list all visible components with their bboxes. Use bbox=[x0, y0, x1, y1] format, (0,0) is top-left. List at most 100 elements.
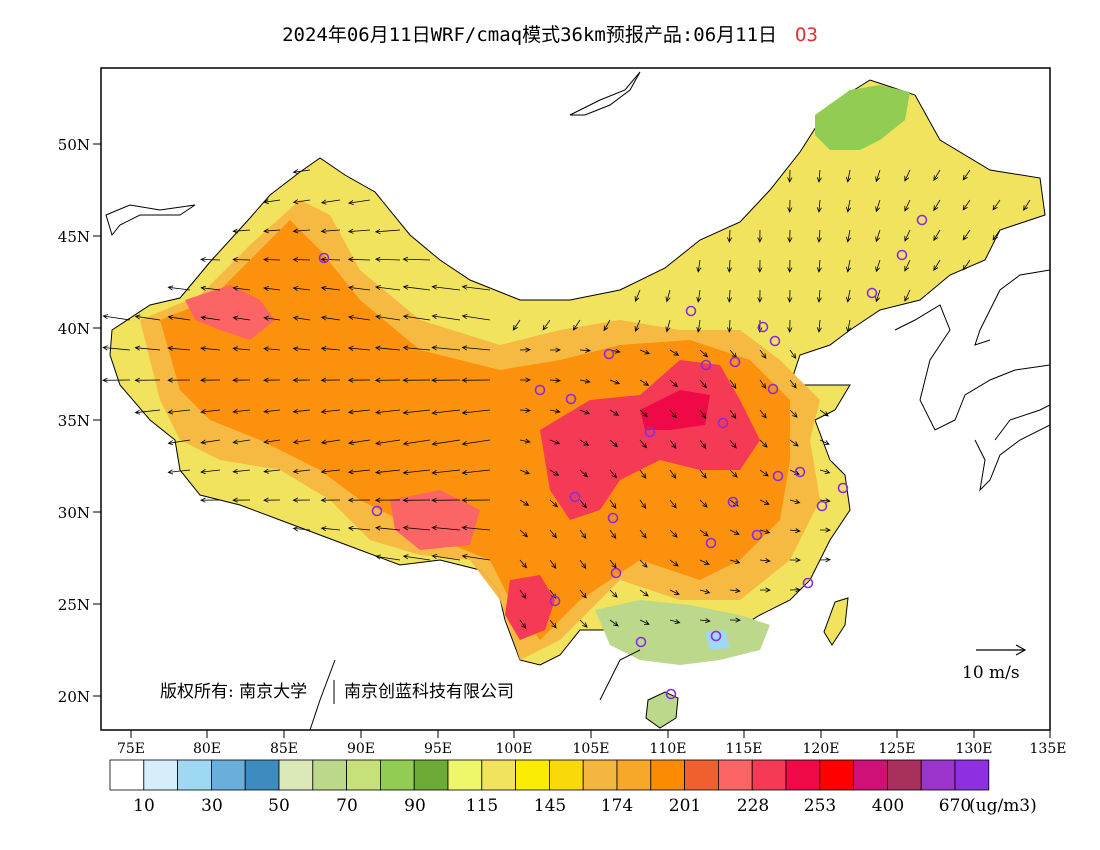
wind-arrow bbox=[374, 469, 401, 475]
colorbar-swatch bbox=[785, 759, 821, 791]
wind-arrow bbox=[402, 469, 431, 475]
wind-arrow bbox=[292, 346, 311, 352]
wind-arrow bbox=[669, 379, 679, 388]
wind-arrow bbox=[134, 314, 161, 321]
wind-arrow bbox=[200, 469, 221, 475]
wind-arrow bbox=[402, 409, 431, 415]
colorbar-swatch bbox=[853, 759, 888, 791]
wind-arrow bbox=[962, 169, 971, 181]
city-marker bbox=[603, 348, 615, 360]
colorbar-swatch bbox=[549, 759, 584, 791]
wind-arrow bbox=[134, 377, 161, 383]
lon-label: 115E bbox=[726, 741, 763, 757]
wind-arrow bbox=[320, 377, 341, 383]
wind-arrow bbox=[789, 587, 801, 593]
wind-arrow bbox=[320, 285, 341, 291]
wind-arrow bbox=[263, 257, 281, 263]
wind-arrow bbox=[347, 525, 371, 531]
wind-arrow bbox=[402, 314, 431, 321]
wind-arrow bbox=[729, 409, 737, 419]
wind-arrow bbox=[292, 439, 311, 445]
wind-arrow bbox=[729, 529, 740, 535]
colorbar-swatch bbox=[650, 759, 685, 791]
wind-arrow bbox=[933, 229, 941, 242]
wind-arrow bbox=[962, 229, 971, 241]
hainan-island bbox=[645, 691, 679, 729]
wind-arrow bbox=[639, 379, 650, 386]
wind-arrow bbox=[519, 619, 527, 629]
wind-arrow bbox=[904, 259, 911, 272]
wind-arrow bbox=[519, 377, 531, 383]
wind-arrow bbox=[232, 257, 251, 263]
wind-arrow bbox=[292, 408, 311, 414]
wind-arrow bbox=[200, 409, 221, 415]
wind-arrow bbox=[789, 528, 801, 534]
city-marker bbox=[700, 359, 712, 371]
wind-arrow bbox=[609, 469, 617, 479]
lon-label: 90E bbox=[347, 741, 375, 757]
wind-arrow bbox=[263, 346, 281, 352]
wind-arrow bbox=[167, 285, 191, 291]
wind-arrow bbox=[846, 289, 852, 303]
wind-arrow bbox=[634, 289, 641, 302]
lat-label: 20N bbox=[58, 688, 90, 706]
wind-arrow bbox=[669, 619, 681, 624]
city-marker bbox=[607, 512, 619, 524]
city-marker bbox=[685, 305, 697, 317]
ozone-green-south bbox=[595, 600, 770, 665]
lat-label: 30N bbox=[58, 504, 90, 522]
wind-arrow bbox=[232, 346, 251, 352]
colorbar-swatch bbox=[819, 759, 854, 791]
wind-arrow bbox=[789, 349, 797, 359]
colorbar-label: 10 bbox=[133, 796, 155, 816]
wind-arrow bbox=[512, 319, 521, 331]
colorbar-swatch bbox=[143, 759, 179, 791]
wind-arrow bbox=[789, 499, 801, 504]
wind-arrow bbox=[232, 315, 251, 321]
wind-arrow bbox=[347, 439, 371, 446]
city-marker bbox=[710, 630, 722, 642]
wind-arrow bbox=[759, 558, 771, 564]
wind-arrow bbox=[374, 525, 401, 531]
wind-arrow bbox=[292, 377, 311, 383]
colorbar-label: 50 bbox=[268, 796, 290, 816]
wind-arrow bbox=[347, 409, 371, 415]
colorbar-label: 145 bbox=[534, 796, 566, 816]
city-marker bbox=[727, 496, 739, 508]
wind-arrow bbox=[102, 377, 131, 383]
wind-arrow bbox=[263, 377, 281, 383]
wind-arrow bbox=[292, 497, 311, 503]
colorbar-label: 201 bbox=[669, 796, 701, 816]
wind-arrow bbox=[603, 319, 611, 332]
wind-arrow bbox=[634, 319, 641, 332]
wind-arrow bbox=[757, 229, 763, 243]
wind-arrow bbox=[519, 438, 531, 444]
wind-arrow bbox=[402, 554, 431, 561]
city-marker bbox=[751, 529, 763, 541]
wind-arrow bbox=[167, 439, 191, 446]
wind-arrow bbox=[727, 229, 733, 243]
wind-arrow bbox=[402, 284, 431, 291]
wind-arrow bbox=[819, 557, 831, 563]
wind-arrow bbox=[232, 285, 251, 291]
map-area bbox=[105, 71, 1050, 730]
colorbar-label: 228 bbox=[737, 796, 769, 816]
colorbar-swatch bbox=[177, 759, 212, 791]
wind-arrow bbox=[134, 409, 161, 415]
city-marker bbox=[665, 688, 677, 700]
wind-arrow bbox=[200, 346, 221, 352]
wind-arrow bbox=[699, 529, 709, 537]
wind-arrow bbox=[320, 469, 341, 475]
wind-arrow bbox=[375, 439, 401, 446]
city-marker bbox=[772, 470, 784, 482]
wind-arrow bbox=[320, 228, 341, 234]
wind-arrow bbox=[665, 319, 671, 333]
colorbar-label: 174 bbox=[601, 796, 633, 816]
wind-arrow bbox=[347, 497, 371, 503]
wind-arrow bbox=[519, 347, 531, 353]
wind-arrow bbox=[639, 349, 651, 355]
city-marker bbox=[916, 214, 928, 226]
colorbar-swatch bbox=[244, 759, 280, 791]
wind-arrow bbox=[200, 257, 221, 263]
colorbar-swatch bbox=[954, 759, 990, 791]
